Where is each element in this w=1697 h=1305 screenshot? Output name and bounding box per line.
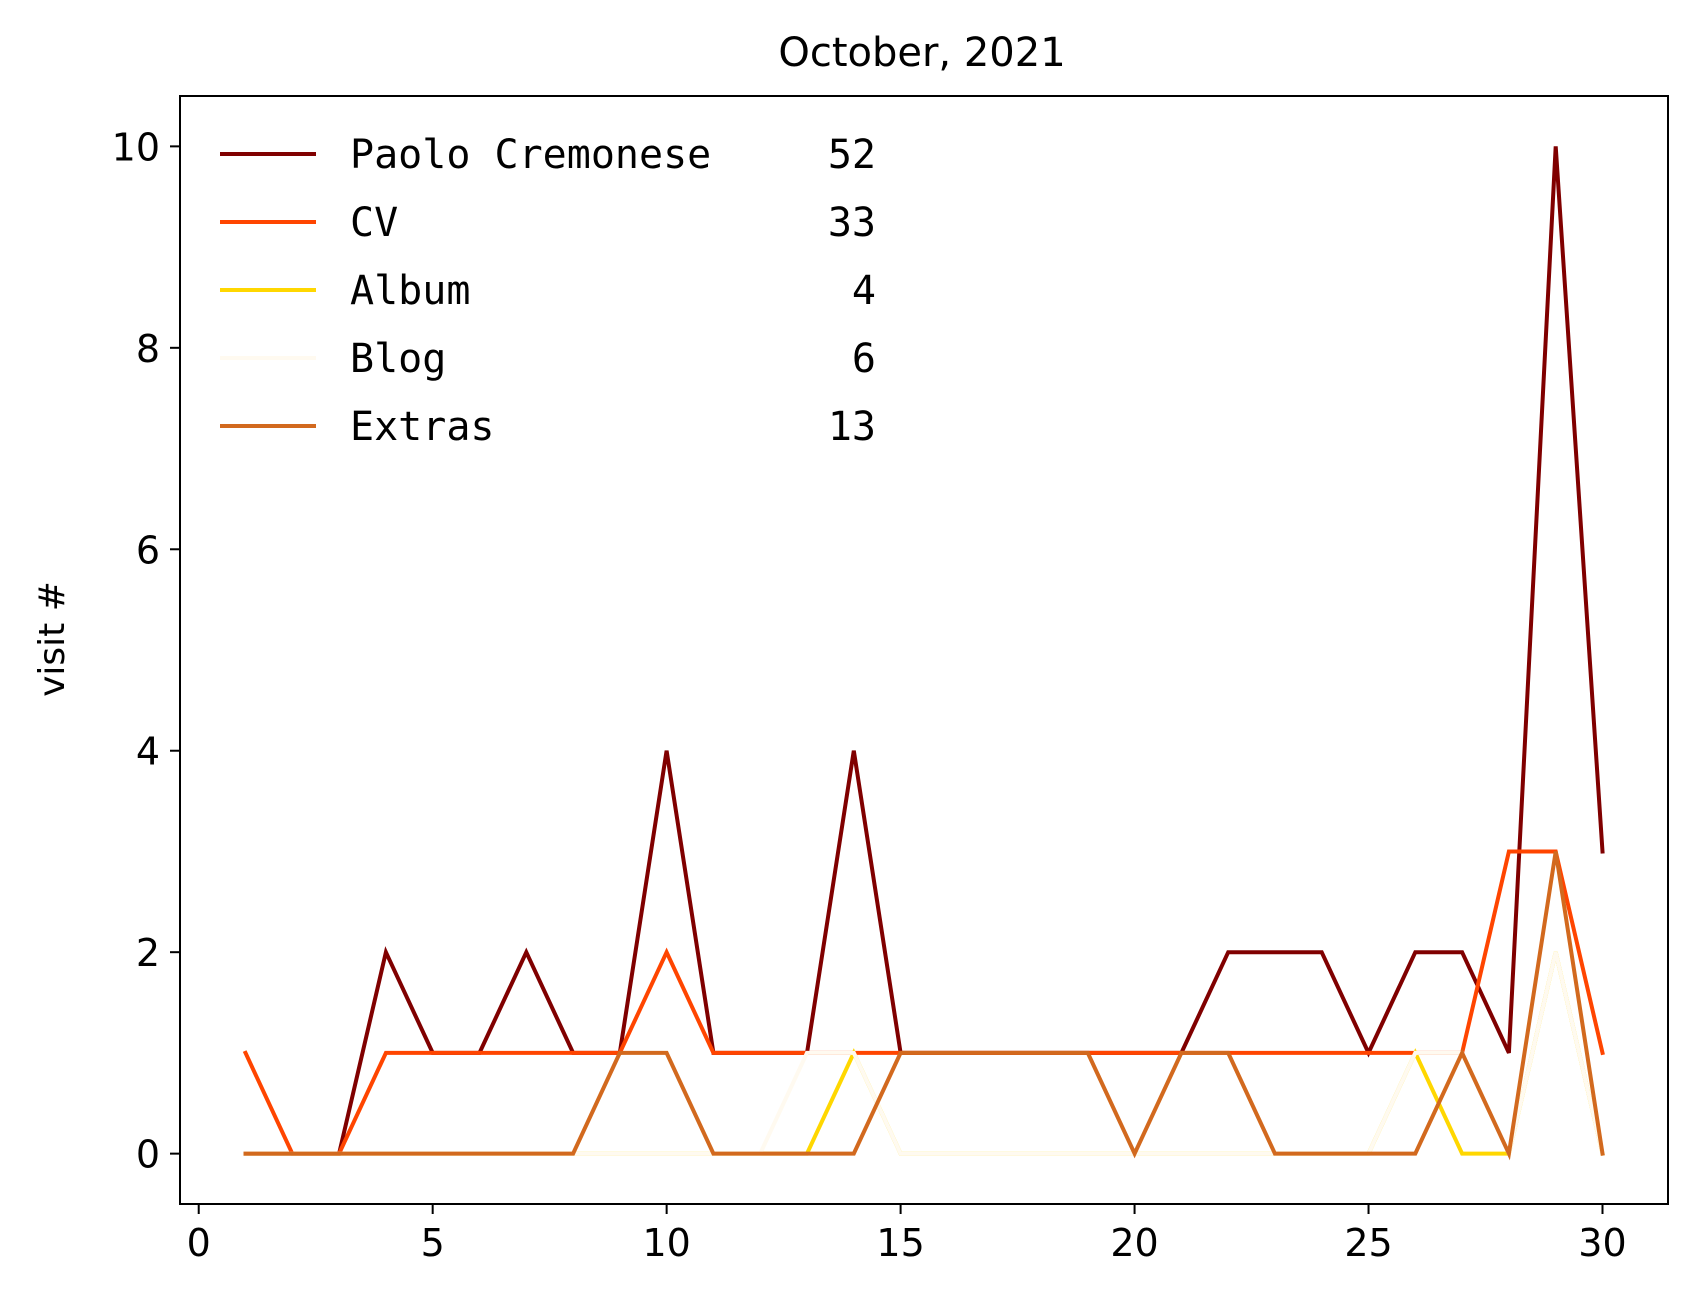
legend-total: 6 bbox=[852, 336, 876, 382]
x-tick-label: 10 bbox=[642, 1221, 690, 1265]
legend-total: 13 bbox=[828, 404, 876, 450]
legend-label: Blog bbox=[350, 336, 446, 382]
chart-title: October, 2021 bbox=[778, 30, 1065, 76]
y-tick-label: 4 bbox=[136, 730, 160, 774]
plot-frame bbox=[179, 95, 1669, 1205]
y-tick-label: 0 bbox=[136, 1133, 160, 1177]
y-tick-label: 2 bbox=[136, 931, 160, 975]
y-axis-label: visit # bbox=[32, 581, 73, 697]
x-tick-label: 5 bbox=[421, 1221, 445, 1265]
legend-label: Album bbox=[350, 268, 470, 314]
x-tick-label: 20 bbox=[1110, 1221, 1158, 1265]
y-tick-label: 10 bbox=[112, 125, 160, 169]
series-line-cv bbox=[242, 849, 1605, 1156]
legend-label: Extras bbox=[350, 404, 495, 450]
legend-total: 33 bbox=[828, 200, 876, 246]
y-tick-label: 6 bbox=[136, 528, 160, 572]
legend-entry: Album 4 bbox=[220, 268, 876, 314]
y-axis-ticks: 0 2 4 6 8 10 bbox=[112, 125, 180, 1177]
series-line-extras bbox=[243, 851, 1605, 1161]
legend-entry: Extras 13 bbox=[220, 404, 876, 450]
legend: Paolo Cremonese 52 CV 33 Album 4 Blog 6 Extras 13 bbox=[220, 132, 876, 450]
legend-total: 4 bbox=[852, 268, 876, 314]
legend-entry: Paolo Cremonese 52 bbox=[220, 132, 876, 178]
series-lines bbox=[242, 146, 1605, 1161]
legend-label: CV bbox=[350, 200, 398, 246]
x-tick-label: 0 bbox=[187, 1221, 211, 1265]
x-axis-ticks: 0 5 10 15 20 25 30 bbox=[187, 1204, 1627, 1265]
x-tick-label: 15 bbox=[876, 1221, 924, 1265]
x-tick-label: 25 bbox=[1344, 1221, 1392, 1265]
legend-total: 52 bbox=[828, 132, 876, 178]
legend-label: Paolo Cremonese bbox=[350, 132, 711, 178]
y-tick-label: 8 bbox=[136, 327, 160, 371]
legend-entry: Blog 6 bbox=[220, 336, 876, 382]
x-tick-label: 30 bbox=[1578, 1221, 1626, 1265]
legend-entry: CV 33 bbox=[220, 200, 876, 246]
